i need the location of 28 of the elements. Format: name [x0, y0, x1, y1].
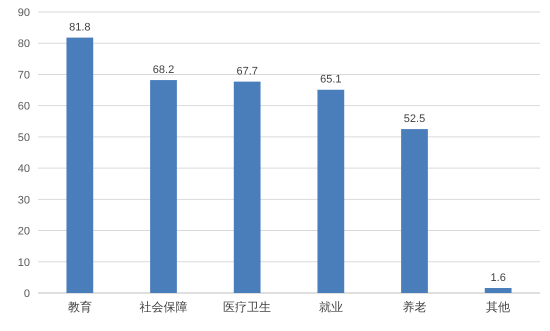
x-tick-label: 教育: [68, 300, 92, 314]
data-label: 65.1: [320, 74, 342, 86]
y-tick-label: 50: [18, 132, 30, 144]
bar: [234, 82, 261, 293]
bar: [484, 288, 512, 293]
x-tick-label: 就业: [318, 300, 343, 314]
bar: [401, 129, 428, 293]
y-tick-label: 30: [18, 194, 30, 206]
bar: [66, 38, 94, 293]
y-tick-label: 20: [18, 226, 30, 238]
y-tick-label: 40: [18, 163, 30, 176]
x-tick-label: 养老: [402, 300, 426, 314]
x-tick-label: 其他: [486, 300, 510, 314]
data-label: 52.5: [404, 113, 426, 126]
y-tick-label: 80: [18, 38, 30, 50]
data-label: 81.8: [69, 22, 91, 34]
y-tick-label: 90: [18, 7, 30, 19]
y-tick-label: 0: [24, 288, 30, 300]
y-tick-label: 10: [18, 256, 30, 269]
data-label: 67.7: [236, 66, 258, 78]
x-tick-label: 医疗卫生: [223, 300, 272, 314]
y-tick-label: 60: [18, 100, 30, 113]
bar: [150, 80, 177, 293]
x-tick-label: 社会保障: [140, 300, 188, 314]
data-label: 68.2: [152, 64, 174, 76]
bar: [317, 90, 344, 293]
data-label: 1.6: [490, 272, 506, 284]
y-tick-label: 70: [18, 69, 30, 82]
